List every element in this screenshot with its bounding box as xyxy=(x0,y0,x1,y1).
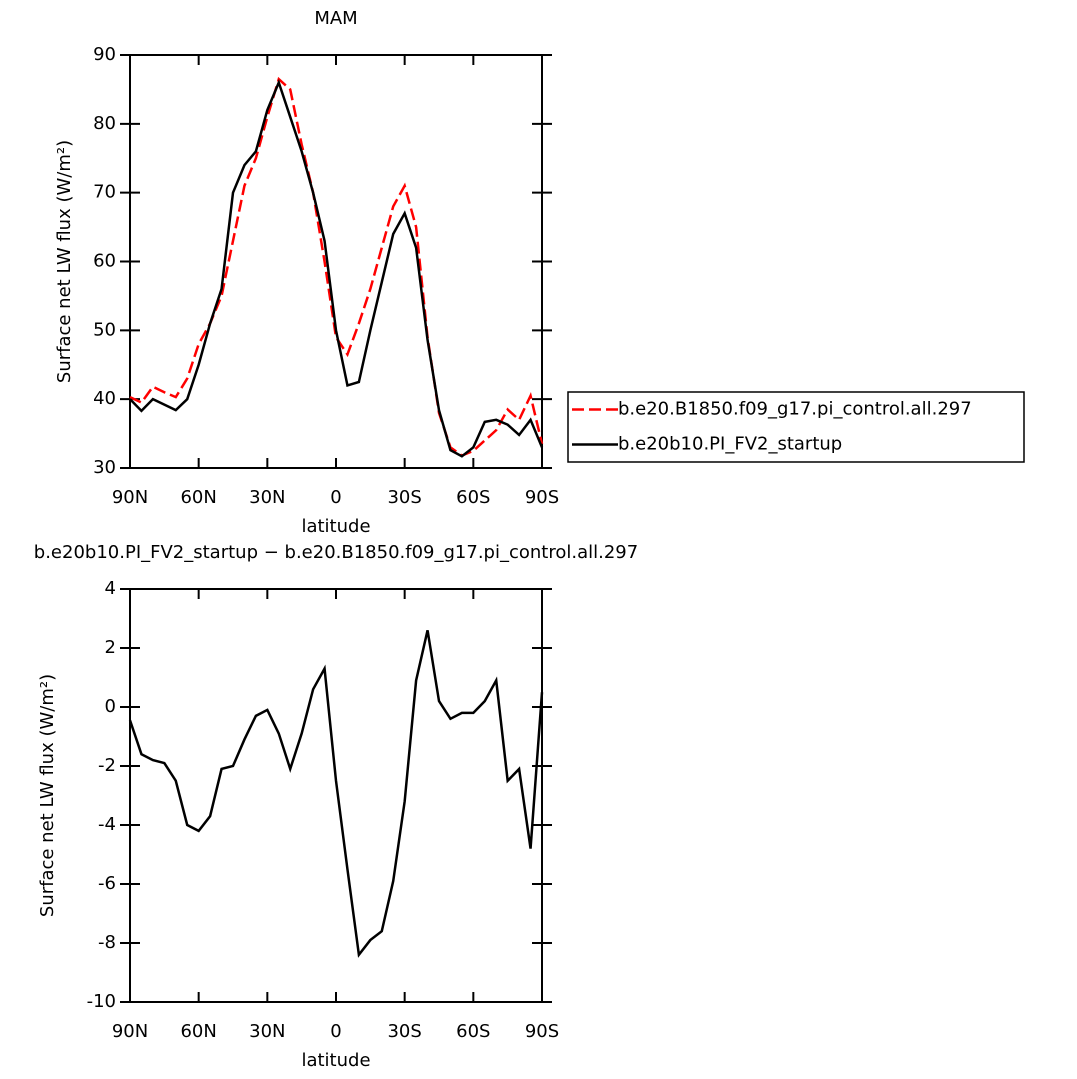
x-tick-label: 90S xyxy=(525,487,559,508)
x-tick-label: 30N xyxy=(249,487,285,508)
data-line xyxy=(128,630,544,958)
y-tick-label: -10 xyxy=(87,991,116,1012)
data-line xyxy=(129,78,544,458)
y-tick-label: -2 xyxy=(98,755,116,776)
x-tick-label: 90N xyxy=(112,487,148,508)
y-axis-label: Surface net LW flux (W/m²) xyxy=(37,674,58,917)
plot-frame xyxy=(129,54,543,469)
chart-title: MAM xyxy=(314,8,357,29)
y-tick-label: -6 xyxy=(98,873,116,894)
x-tick-label: 60S xyxy=(456,1021,490,1042)
x-tick-label: 0 xyxy=(330,1021,341,1042)
legend-box xyxy=(567,391,1025,463)
y-tick-label: 30 xyxy=(93,457,116,478)
legend-label: b.e20b10.PI_FV2_startup xyxy=(618,434,842,455)
y-tick-label: 40 xyxy=(93,388,116,409)
x-tick-label: 60N xyxy=(180,1021,216,1042)
x-tick-label: 60N xyxy=(180,487,216,508)
y-tick-label: 2 xyxy=(105,637,116,658)
x-tick-label: 30N xyxy=(249,1021,285,1042)
y-tick-label: 4 xyxy=(105,578,116,599)
y-tick-label: 70 xyxy=(93,182,116,203)
x-tick-label: 60S xyxy=(456,487,490,508)
y-tick-label: -4 xyxy=(98,814,116,835)
x-tick-label: 90S xyxy=(525,1021,559,1042)
x-tick-label: 30S xyxy=(387,487,421,508)
chart-title: b.e20b10.PI_FV2_startup − b.e20.B1850.f0… xyxy=(34,542,638,563)
y-axis-label: Surface net LW flux (W/m²) xyxy=(54,140,75,383)
x-axis-label: latitude xyxy=(301,1050,370,1071)
y-tick-label: 80 xyxy=(93,113,116,134)
y-tick-label: 50 xyxy=(93,319,116,340)
data-line xyxy=(129,76,544,458)
x-axis-label: latitude xyxy=(301,516,370,537)
x-tick-label: 90N xyxy=(112,1021,148,1042)
y-tick-label: 60 xyxy=(93,251,116,272)
y-tick-label: -8 xyxy=(98,932,116,953)
legend-label: b.e20.B1850.f09_g17.pi_control.all.297 xyxy=(618,399,972,420)
x-tick-label: 0 xyxy=(330,487,341,508)
x-tick-label: 30S xyxy=(387,1021,421,1042)
y-tick-label: 90 xyxy=(93,44,116,65)
plot-frame xyxy=(129,588,543,1003)
y-tick-label: 0 xyxy=(105,696,116,717)
